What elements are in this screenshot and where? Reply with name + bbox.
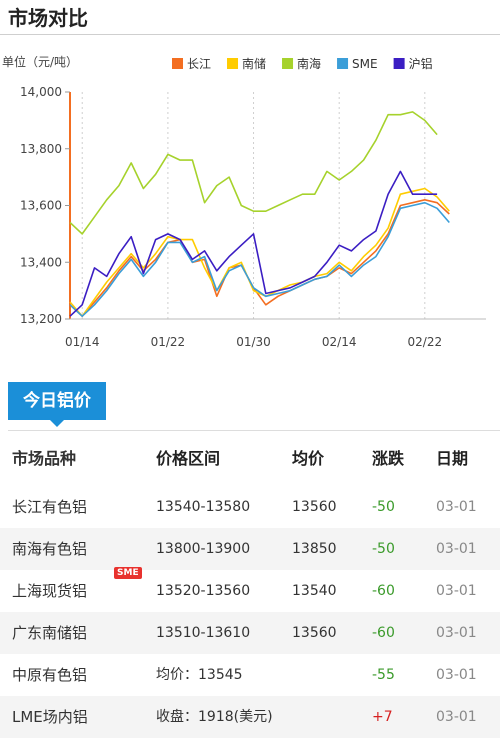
y-tick-label-1: 13,400 [20, 255, 62, 269]
header-date: 日期 [436, 449, 469, 468]
y-tick-label-3: 13,800 [20, 142, 62, 156]
x-tick-label-3: 02/14 [322, 335, 357, 349]
header-divider [0, 34, 500, 35]
average-price: 13850 [292, 541, 337, 557]
table-header-row: 市场品种 价格区间 均价 涨跌 日期 [0, 432, 500, 486]
market-name[interactable]: LME场内铝 [12, 708, 88, 726]
x-tick-label-4: 02/22 [408, 335, 443, 349]
average-price: 13540 [292, 583, 337, 599]
header-average: 均价 [292, 449, 325, 468]
y-axis-label: 单位（元/吨） [2, 54, 78, 69]
legend-swatch-4 [393, 58, 405, 69]
x-tick-label-1: 01/22 [151, 335, 186, 349]
table-row[interactable]: 中原有色铝 均价：13545 -55 03-01 [0, 654, 500, 696]
header-price-range: 价格区间 [156, 449, 221, 468]
x-tick-label-0: 01/14 [65, 335, 100, 349]
y-tick-label-2: 13,600 [20, 199, 62, 213]
table-row[interactable]: 广东南储铝 13510-13610 13560 -60 03-01 [0, 612, 500, 654]
y-tick-label-4: 14,000 [20, 85, 62, 99]
price-range: 13520-13560 [156, 583, 251, 599]
tab-today-price[interactable]: 今日铝价 [8, 382, 106, 420]
series-line-4 [69, 170, 438, 317]
market-name[interactable]: 上海现货铝 SME [12, 567, 142, 612]
price-range: 13510-13610 [156, 625, 251, 641]
x-tick-label-2: 01/30 [236, 335, 271, 349]
price-date: 03-01 [436, 709, 477, 725]
header-market: 市场品种 [12, 449, 77, 468]
legend-swatch-2 [282, 58, 294, 69]
price-date: 03-01 [436, 541, 477, 557]
series-line-1 [69, 187, 450, 318]
y-tick-label-0: 13,200 [20, 312, 62, 326]
price-change: +7 [372, 709, 393, 725]
table-row[interactable]: LME场内铝 收盘：1918(美元) +7 03-01 [0, 696, 500, 738]
price-range: 13540-13580 [156, 499, 251, 515]
price-range: 13800-13900 [156, 541, 251, 557]
price-range: 收盘：1918(美元) [156, 709, 273, 725]
header-change: 涨跌 [372, 449, 405, 468]
legend-swatch-3 [337, 58, 349, 69]
table-row[interactable]: 上海现货铝 SME 13520-13560 13540 -60 03-01 [0, 567, 500, 612]
page-title: 市场对比 [8, 6, 88, 30]
page-header: 市场对比 [0, 0, 500, 35]
tab-pointer [50, 420, 64, 427]
line-chart: 单位（元/吨） 长江 南储 南海 SME 沪铝 01/14 01/22 01/30 02/14 02… [2, 54, 486, 349]
price-date: 03-01 [436, 625, 477, 641]
price-change: -50 [372, 499, 395, 515]
table-row[interactable]: 长江有色铝 13540-13580 13560 -50 03-01 [0, 486, 500, 528]
legend-label-1: 南储 [242, 56, 266, 71]
market-name[interactable]: 广东南储铝 [12, 624, 88, 642]
average-price: 13560 [292, 499, 337, 515]
series-line-0 [69, 199, 450, 318]
price-date: 03-01 [436, 583, 477, 599]
series-line-3 [69, 201, 450, 318]
price-change: -55 [372, 667, 395, 683]
price-change: -60 [372, 625, 395, 641]
series-line-2 [69, 111, 438, 235]
price-range: 均价：13545 [156, 667, 243, 683]
tab-bar: 今日铝价 [0, 382, 500, 431]
table-row[interactable]: 南海有色铝 13800-13900 13850 -50 03-01 [0, 528, 500, 570]
legend-label-3: SME [352, 57, 378, 71]
price-date: 03-01 [436, 667, 477, 683]
average-price: 13560 [292, 625, 337, 641]
price-date: 03-01 [436, 499, 477, 515]
market-name-text: 上海现货铝 [12, 582, 88, 600]
market-name[interactable]: 南海有色铝 [12, 540, 88, 558]
sme-badge: SME [114, 567, 142, 579]
tab-divider [8, 430, 500, 431]
legend-label-4: 沪铝 [409, 56, 433, 71]
price-change: -50 [372, 541, 395, 557]
market-name[interactable]: 长江有色铝 [12, 498, 88, 516]
market-comparison-chart: 单位（元/吨） 长江 南储 南海 SME 沪铝 01/14 01/22 01/30 02/14 02… [0, 36, 500, 366]
market-name[interactable]: 中原有色铝 [12, 666, 88, 684]
legend-swatch-0 [172, 58, 183, 69]
price-change: -60 [372, 583, 395, 599]
legend-label-2: 南海 [297, 56, 321, 71]
legend-swatch-1 [227, 58, 239, 69]
legend-label-0: 长江 [187, 57, 211, 71]
price-table: 市场品种 价格区间 均价 涨跌 日期 长江有色铝 13540-13580 135… [0, 432, 500, 738]
